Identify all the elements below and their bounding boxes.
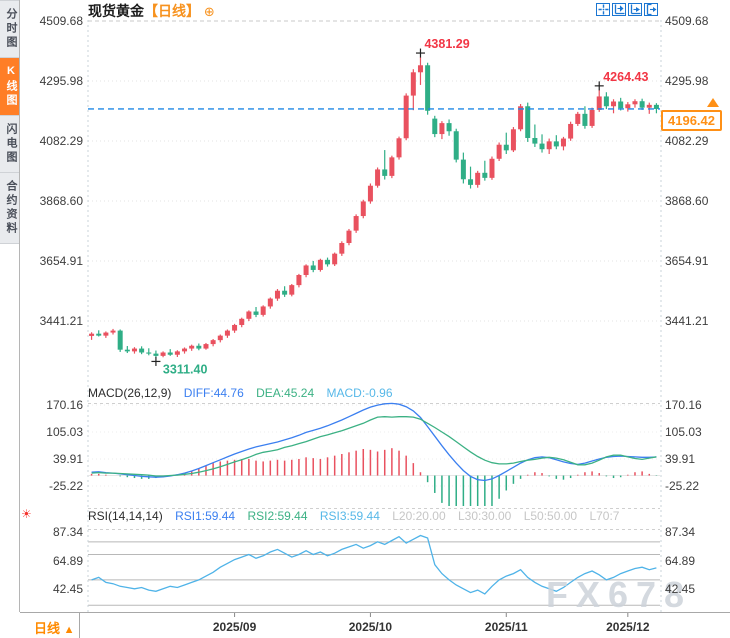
sidebar-tab-timeshare[interactable]: 分时图	[0, 0, 19, 58]
main-y-axis-label: 4082.29	[665, 134, 709, 148]
rsi-y-axis-label: 42.45	[52, 582, 83, 597]
sidebar-tab-contract-info[interactable]: 合约资料	[0, 173, 19, 244]
instrument-title: 现货黄金【日线】 ⊕	[88, 1, 215, 21]
rsi-l50-label: L50:50.00	[523, 509, 578, 523]
period-selector[interactable]: 日线 ▲	[34, 618, 75, 637]
macd-y-axis-label: 105.03	[46, 425, 83, 439]
rsi-l20-label: L20:20.00	[392, 509, 446, 523]
rsi-y-axis-label: 42.45	[665, 582, 696, 597]
macd-y-axis-label: 39.91	[52, 452, 83, 466]
x-axis-label: 2025/12	[606, 620, 650, 634]
macd-y-axis-label: 39.91	[665, 452, 696, 466]
rsi2-value: RSI2:59.44	[247, 509, 308, 523]
macd-name: MACD(26,12,9)	[88, 386, 172, 400]
main-y-axis-label: 4509.68	[39, 14, 83, 28]
svg-text:4381.29: 4381.29	[424, 37, 469, 51]
chart-toolbar	[596, 3, 658, 16]
macd-y-axis-label: -25.22	[665, 479, 700, 493]
sidebar-tab-flash[interactable]: 闪电图	[0, 116, 19, 173]
add-indicator-icon[interactable]: ⊕	[203, 4, 215, 19]
pan-x-axis-icon[interactable]	[628, 3, 642, 16]
rsi3-value: RSI3:59.44	[319, 509, 380, 523]
period-tag: 【日线】	[144, 3, 200, 19]
rsi-header: RSI(14,14,14) RSI1:59.44 RSI2:59.44 RSI3…	[88, 509, 659, 523]
main-y-axis-label: 3868.60	[665, 194, 709, 208]
rsi1-value: RSI1:59.44	[175, 509, 236, 523]
rsi-l70-label: L70:7	[589, 509, 620, 523]
svg-text:4264.43: 4264.43	[603, 70, 648, 84]
main-y-axis-label: 4295.98	[39, 74, 83, 88]
period-dropdown-arrow-icon: ▲	[63, 624, 75, 636]
macd-diff-value: DIFF:44.76	[183, 386, 244, 400]
main-y-axis-label: 4082.29	[39, 134, 83, 148]
rsi-l30-label: L30:30.00	[457, 509, 512, 523]
main-y-axis-label: 3868.60	[39, 194, 83, 208]
macd-hist-value: MACD:-0.96	[326, 386, 393, 400]
chart-type-sidebar: 分时图 K线图 闪电图 合约资料	[0, 0, 20, 612]
rsi-panel	[91, 534, 657, 595]
current-price-box: 4196.42	[661, 109, 722, 131]
x-axis-label: 2025/09	[212, 620, 257, 634]
svg-text:3311.40: 3311.40	[163, 362, 208, 376]
main-y-axis-label: 3441.21	[665, 314, 709, 328]
macd-y-axis-label: 170.16	[665, 398, 702, 412]
gridlines	[20, 20, 730, 638]
x-axis-label: 2025/10	[348, 620, 393, 634]
main-y-axis-label: 4295.98	[665, 74, 709, 88]
rsi-y-axis-label: 87.34	[665, 525, 696, 540]
instrument-name: 现货黄金	[88, 3, 144, 19]
main-y-axis-label: 4509.68	[665, 14, 709, 28]
x-axis-label: 2025/11	[484, 620, 528, 634]
fit-x-axis-icon[interactable]	[612, 3, 626, 16]
macd-panel	[88, 402, 660, 506]
macd-y-axis-label: -25.22	[48, 479, 83, 493]
price-annotations: 4381.29 4264.43 3311.40	[151, 37, 648, 376]
main-y-axis-label: 3441.21	[39, 314, 83, 328]
rsi-y-axis-label: 64.89	[665, 554, 696, 568]
macd-y-axis-label: 170.16	[46, 398, 83, 412]
main-y-axis-label: 3654.91	[665, 254, 709, 268]
macd-header: MACD(26,12,9) DIFF:44.76 DEA:45.24 MACD:…	[88, 386, 659, 400]
candlestick-series	[89, 57, 659, 358]
go-to-latest-icon[interactable]	[644, 3, 658, 16]
macd-dea-value: DEA:45.24	[256, 386, 315, 400]
hot-marker-icon: ☀	[21, 507, 32, 521]
rsi-name: RSI(14,14,14)	[88, 509, 163, 523]
sidebar-tab-kline[interactable]: K线图	[0, 58, 19, 116]
main-y-axis-label: 3654.91	[39, 254, 83, 268]
period-label: 日线	[34, 621, 61, 636]
rsi-y-axis-label: 87.34	[52, 525, 83, 540]
macd-y-axis-label: 105.03	[665, 425, 702, 439]
price-up-arrow-icon	[707, 97, 719, 107]
rsi-y-axis-label: 64.89	[52, 554, 83, 568]
crosshair-icon[interactable]	[596, 3, 610, 16]
